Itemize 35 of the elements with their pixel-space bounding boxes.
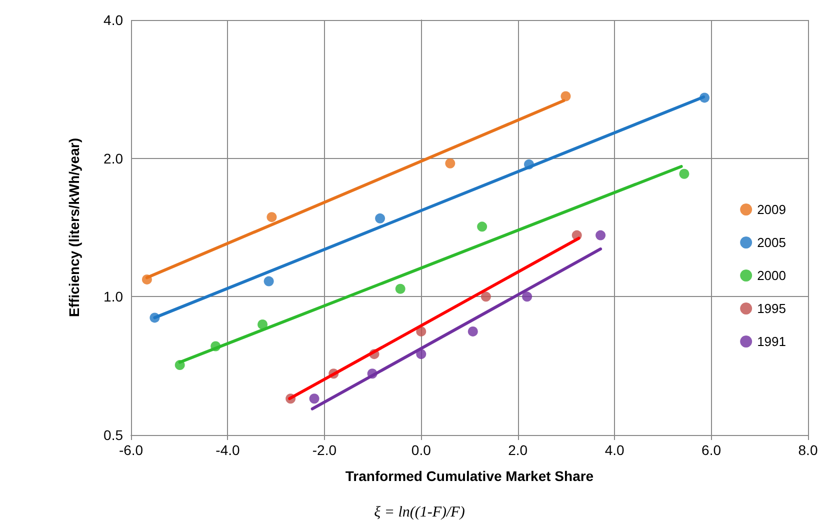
y-tick-label: 0.5 [104, 427, 124, 443]
point [309, 394, 320, 404]
point [596, 230, 606, 240]
point [560, 91, 571, 102]
x-tick-label: 8.0 [798, 442, 818, 458]
point [266, 212, 277, 222]
point [480, 292, 491, 302]
legend-label: 1991 [757, 334, 786, 349]
legend-label: 2000 [757, 268, 786, 283]
point [375, 213, 386, 224]
x-tick-label: 4.0 [604, 442, 625, 458]
x-tick-label: 2.0 [508, 442, 528, 458]
x-axis-title: Tranformed Cumulative Market Share [345, 468, 594, 484]
x-tick-label: 0.0 [411, 442, 432, 458]
point [522, 292, 532, 302]
point [264, 276, 274, 286]
x-tick-label: -2.0 [312, 442, 337, 458]
y-tick-label: 4.0 [104, 12, 124, 28]
x-tick-label: 6.0 [702, 442, 722, 458]
point [679, 168, 690, 179]
point [445, 158, 456, 168]
x-tick-label: -6.0 [118, 442, 144, 458]
point [258, 319, 268, 330]
x-tick-label: -4.0 [216, 442, 240, 458]
y-tick-label: 2.0 [104, 150, 124, 166]
point [477, 222, 488, 232]
point [416, 326, 426, 336]
legend-label: 2005 [757, 235, 786, 250]
legend-label: 1995 [757, 301, 786, 316]
text: ξ = ln((1-F)/F) [374, 504, 465, 520]
y-axis-title: Efficiency (liters/kWh/year) [66, 138, 82, 317]
legend-label: 2009 [757, 202, 786, 217]
y-tick-label: 1.0 [104, 288, 124, 305]
point [395, 284, 406, 294]
point [468, 326, 478, 336]
